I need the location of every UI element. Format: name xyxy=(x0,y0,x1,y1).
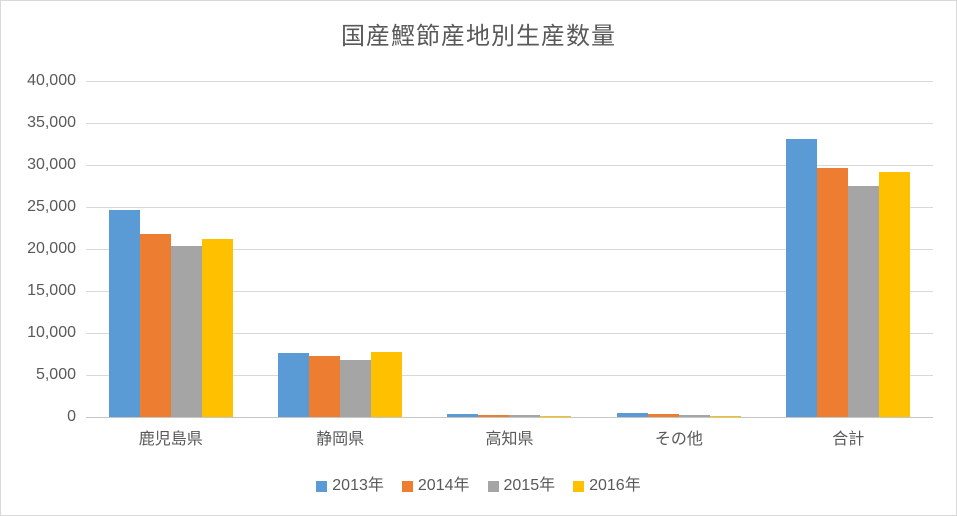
legend-swatch-2013年 xyxy=(316,480,328,492)
x-category-label-3: 高知県 xyxy=(485,431,534,448)
chart-title[interactable]: 国産鰹節産地別生産数量 xyxy=(341,23,616,50)
bar-2013年-静岡県[interactable] xyxy=(278,353,310,417)
bar-2013年-合計[interactable] xyxy=(786,138,818,417)
bar-2015年-高知県[interactable] xyxy=(509,415,541,417)
bar-2016年-高知県[interactable] xyxy=(540,416,572,417)
bar-2013年-その他[interactable] xyxy=(616,412,648,417)
x-category-label-1: 鹿児島県 xyxy=(138,431,203,448)
bar-2014年-鹿児島県[interactable] xyxy=(139,234,171,417)
x-axis-line xyxy=(86,417,933,418)
bar-group-5 xyxy=(764,81,933,417)
bar-2013年-鹿児島県[interactable] xyxy=(108,210,140,417)
bar-groups-layer xyxy=(86,81,933,417)
gridline xyxy=(86,375,933,376)
legend: 2013年 2014年 2015年 2016年 xyxy=(1,475,956,497)
y-tick-label: 20,000 xyxy=(27,240,76,257)
bar-2014年-高知県[interactable] xyxy=(478,414,510,417)
bar-2015年-鹿児島県[interactable] xyxy=(170,246,202,417)
legend-label: 2016年 xyxy=(589,477,641,494)
bar-2014年-合計[interactable] xyxy=(817,168,849,417)
legend-item-2014年[interactable]: 2014年 xyxy=(401,475,470,497)
x-category-label-2: 静岡県 xyxy=(316,431,365,448)
legend-label: 2015年 xyxy=(503,477,556,494)
legend-label: 2013年 xyxy=(332,477,384,494)
bar-group-3 xyxy=(425,81,594,417)
bar-2015年-合計[interactable] xyxy=(848,186,880,417)
y-tick-label: 30,000 xyxy=(27,156,76,173)
legend-swatch-2015年 xyxy=(487,480,499,492)
legend-item-2015年[interactable]: 2015年 xyxy=(487,475,556,497)
x-axis-category-labels: 鹿児島県 静岡県 高知県 その他 合計 xyxy=(86,429,933,451)
legend-swatch-2014年 xyxy=(401,480,413,492)
legend-swatch-2016年 xyxy=(573,480,585,492)
y-axis-tick-labels: 40,000 35,000 30,000 25,000 20,000 15,000 10,0… xyxy=(1,1,76,515)
bar-2014年-静岡県[interactable] xyxy=(309,356,341,417)
bar-2016年-鹿児島県[interactable] xyxy=(201,238,233,417)
gridline xyxy=(86,207,933,208)
y-tick-label: 15,000 xyxy=(27,282,76,299)
bar-group-4 xyxy=(594,81,763,417)
y-tick-label: 10,000 xyxy=(27,324,76,341)
gridline xyxy=(86,291,933,292)
y-tick-label: 0 xyxy=(67,408,76,425)
y-tick-label: 5,000 xyxy=(35,366,76,383)
gridline xyxy=(86,249,933,250)
x-category-label-4: その他 xyxy=(654,431,703,448)
bar-2015年-その他[interactable] xyxy=(678,414,710,417)
gridline xyxy=(86,165,933,166)
bar-group-1 xyxy=(86,81,255,417)
y-tick-label: 35,000 xyxy=(27,114,76,131)
bar-2015年-静岡県[interactable] xyxy=(340,360,372,417)
gridline xyxy=(86,81,933,82)
legend-label: 2014年 xyxy=(417,477,470,494)
y-tick-label: 40,000 xyxy=(27,72,76,89)
gridline xyxy=(86,123,933,124)
bar-2016年-その他[interactable] xyxy=(709,415,741,417)
y-tick-label: 25,000 xyxy=(27,198,76,215)
bar-2014年-その他[interactable] xyxy=(647,414,679,417)
bar-2013年-高知県[interactable] xyxy=(447,413,479,417)
x-category-label-5: 合計 xyxy=(832,431,865,448)
legend-item-2016年[interactable]: 2016年 xyxy=(573,475,641,497)
bar-2016年-静岡県[interactable] xyxy=(371,352,403,417)
bar-2016年-合計[interactable] xyxy=(879,171,911,417)
gridline xyxy=(86,333,933,334)
plot-area xyxy=(86,81,933,418)
legend-item-2013年[interactable]: 2013年 xyxy=(316,475,384,497)
bar-group-2 xyxy=(255,81,424,417)
